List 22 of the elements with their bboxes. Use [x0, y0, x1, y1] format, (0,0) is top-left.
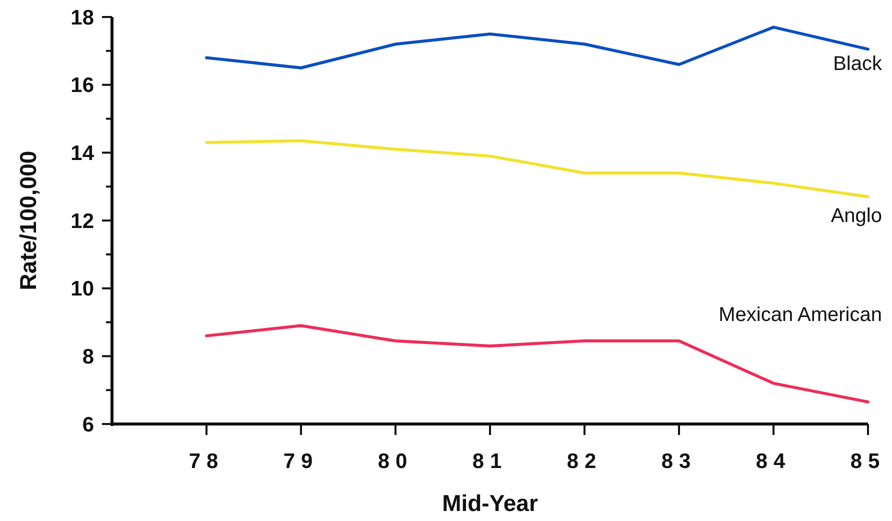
y-axis-title: Rate/100,000 — [15, 150, 41, 290]
x-tick-label: 84 — [756, 450, 792, 473]
y-tick-label: 8 — [82, 346, 94, 369]
x-tick-label: 81 — [472, 450, 508, 473]
series-label: Anglo — [830, 204, 882, 227]
line-series — [205, 139, 870, 198]
x-axis-title: Mid-Year — [442, 490, 538, 516]
series-label: Mexican American — [718, 304, 882, 326]
x-tick-label: 82 — [566, 450, 602, 473]
x-tick-label: 79 — [283, 450, 319, 473]
x-tick-label: 80 — [378, 450, 414, 473]
line-series — [205, 324, 870, 404]
x-tick-label: 78 — [188, 450, 224, 473]
y-tick-label: 6 — [82, 413, 94, 436]
y-tick-label: 12 — [70, 210, 94, 233]
y-tick-label: 14 — [70, 142, 94, 166]
y-tick-label: 16 — [70, 74, 94, 98]
x-tick-label: 85 — [850, 450, 886, 473]
y-tick-label: 18 — [70, 6, 94, 30]
x-tick-label: 83 — [661, 450, 697, 473]
y-tick-label: 10 — [70, 278, 94, 301]
series-label: Black — [833, 53, 883, 76]
